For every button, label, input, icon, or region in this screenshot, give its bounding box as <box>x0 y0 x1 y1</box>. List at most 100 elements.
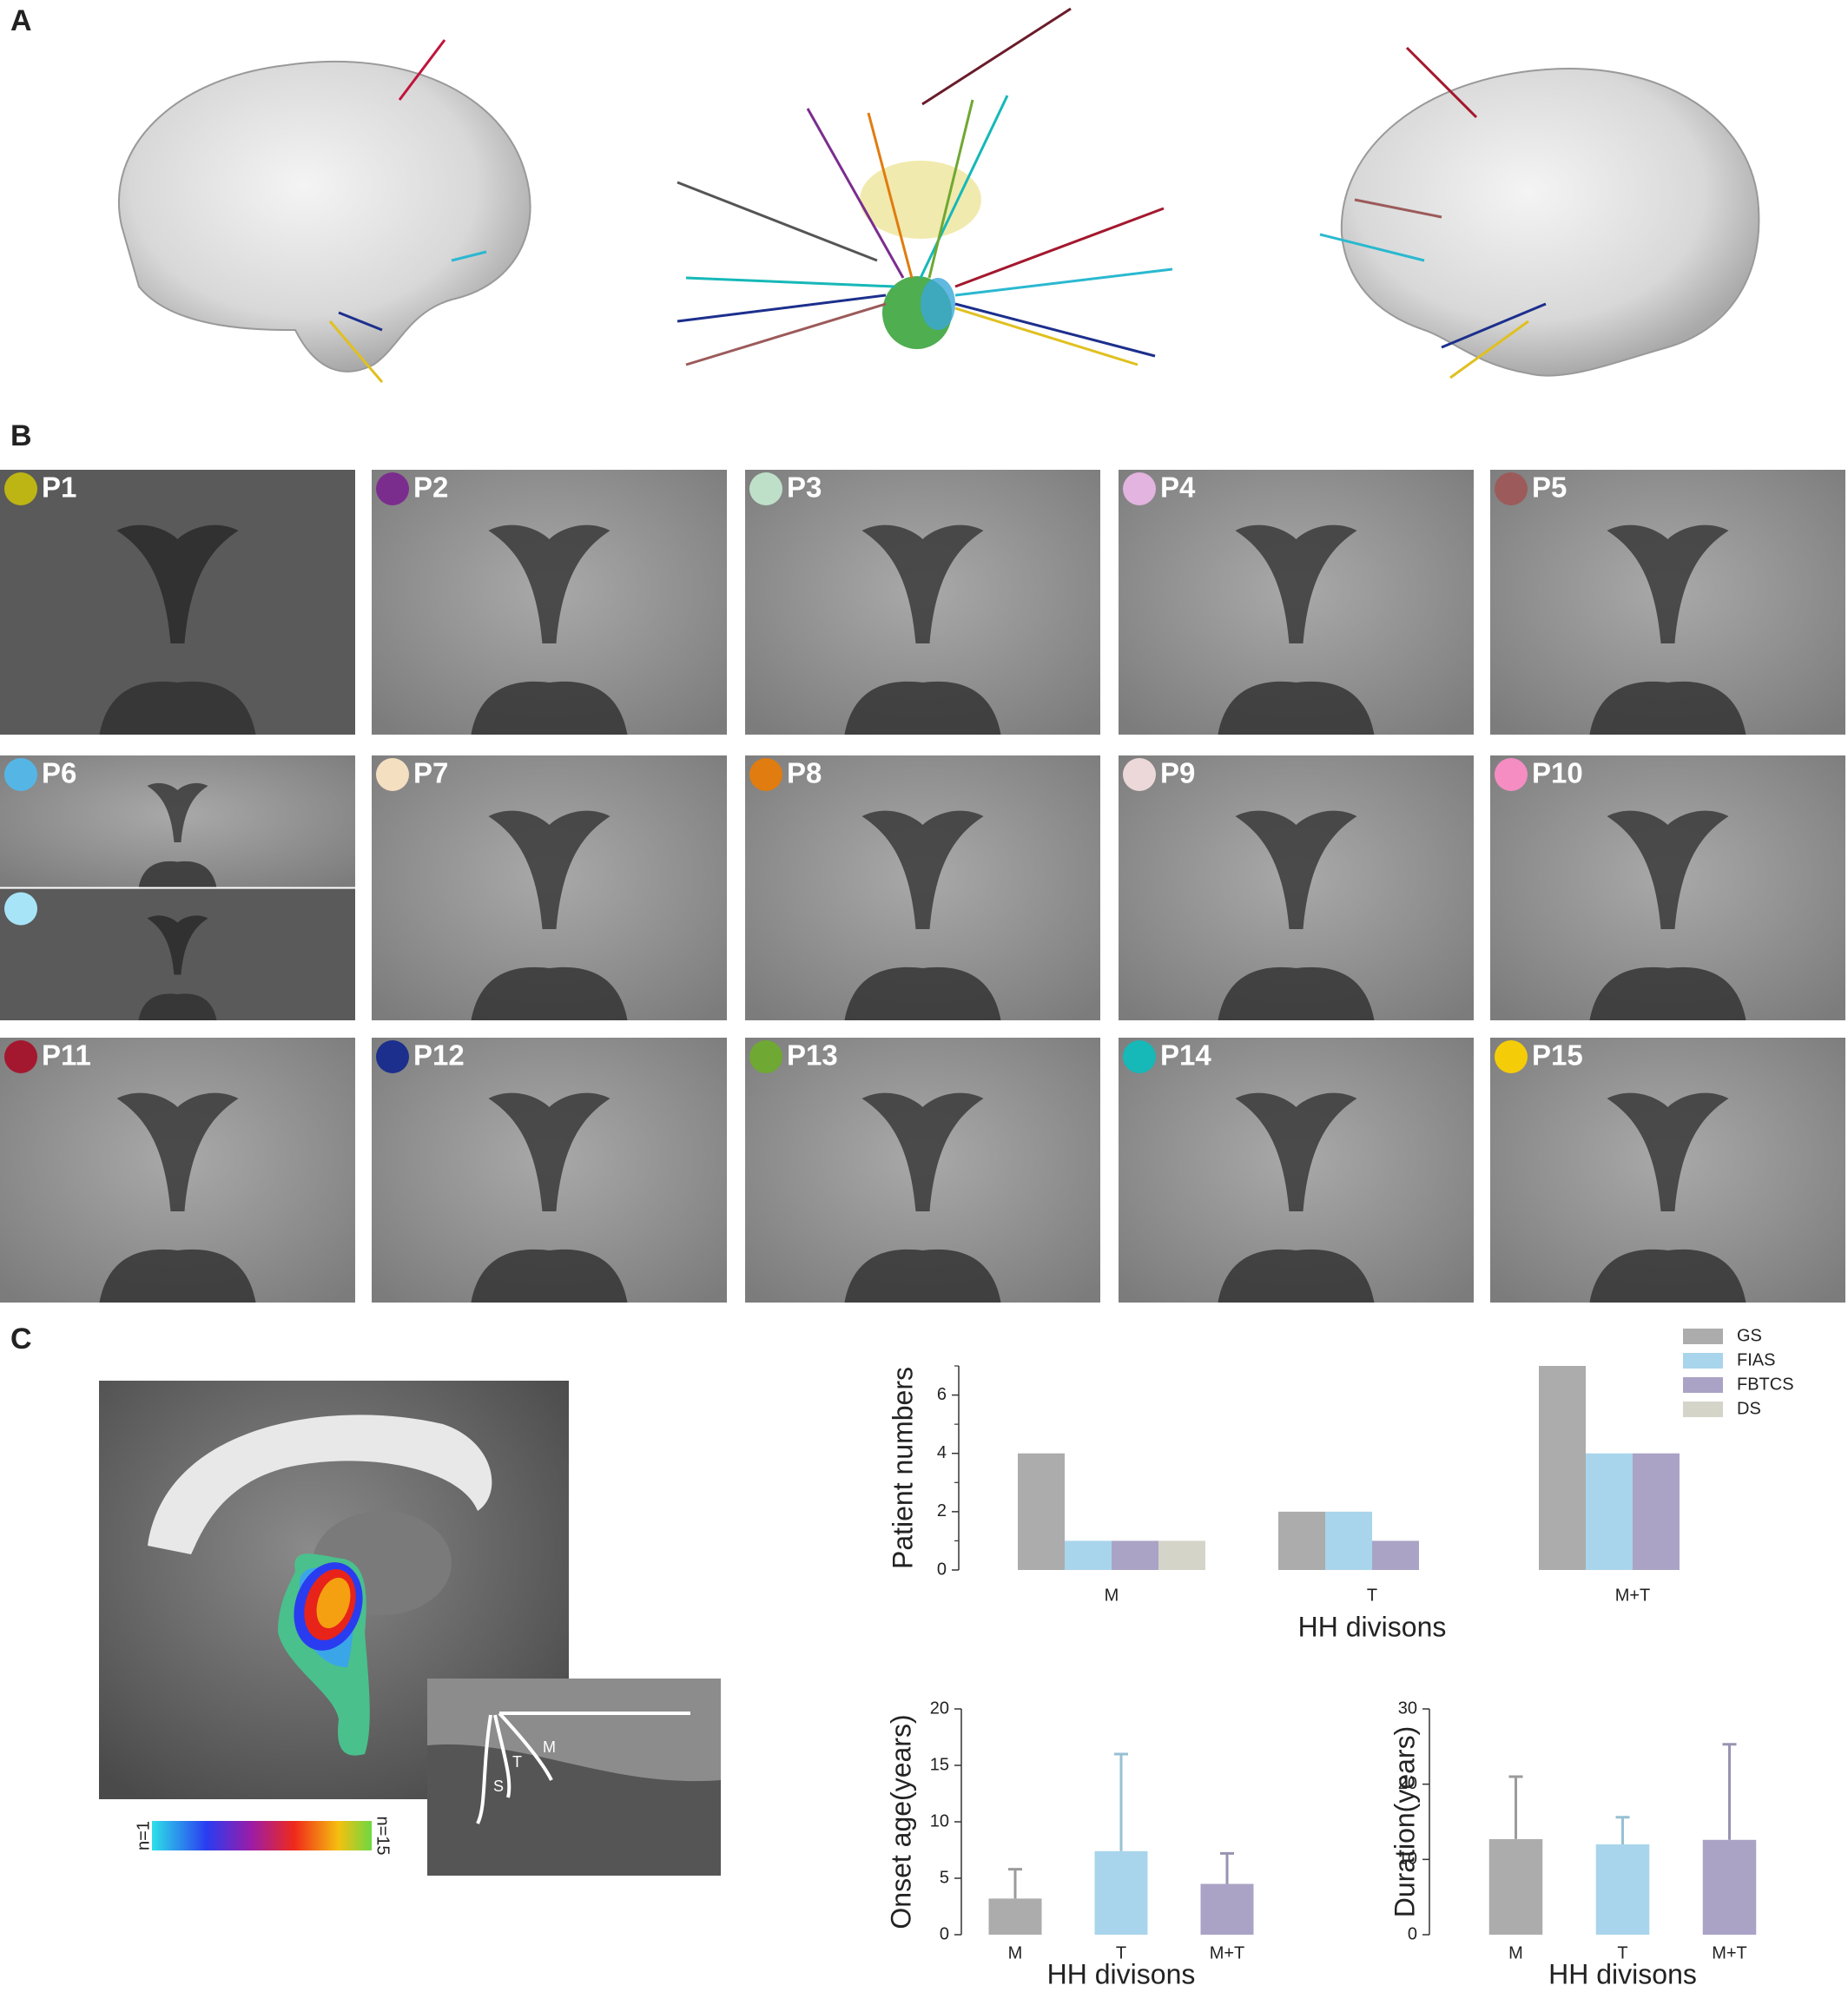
inset-image <box>427 1679 721 1876</box>
bar <box>1158 1540 1205 1570</box>
brain-right <box>1319 46 1760 379</box>
legend-label: FIAS <box>1737 1350 1775 1369</box>
bar <box>1325 1511 1372 1570</box>
x-axis-label: HH divisons <box>1047 1958 1196 1989</box>
patient-label: P6 <box>42 757 76 789</box>
x-tick-label: M+T <box>1615 1586 1651 1605</box>
patient-dot <box>749 758 782 791</box>
y-tick-label: 15 <box>930 1755 949 1774</box>
cistern <box>138 861 217 888</box>
x-axis-label: HH divisons <box>1298 1611 1447 1642</box>
ventricle <box>116 524 239 643</box>
ventricle <box>1607 810 1729 929</box>
patient-label: P13 <box>787 1039 838 1072</box>
bar <box>1278 1511 1325 1570</box>
bar <box>988 1898 1042 1935</box>
legend-swatch <box>1683 1329 1723 1344</box>
patient-label: P14 <box>1160 1039 1211 1072</box>
x-tick-label: T <box>1116 1943 1126 1962</box>
patient-label: P15 <box>1532 1039 1583 1072</box>
x-tick-label: T <box>1617 1943 1627 1962</box>
cistern <box>471 681 628 735</box>
colorbar-label: n=1 <box>134 1821 153 1850</box>
patient-label: P4 <box>1160 472 1196 504</box>
inset-label: T <box>512 1753 522 1771</box>
cistern <box>1218 966 1375 1020</box>
y-tick-label: 2 <box>937 1501 947 1520</box>
panel-label: C <box>10 1323 32 1355</box>
x-axis-label: HH divisons <box>1548 1958 1697 1989</box>
bar <box>1702 1839 1757 1935</box>
cistern <box>1589 1249 1746 1303</box>
brain-center <box>676 7 1173 366</box>
ventricle <box>861 1092 984 1211</box>
error-bar <box>1008 1868 1022 1899</box>
sagittal-image <box>99 1381 569 1799</box>
legend-swatch <box>1683 1353 1723 1369</box>
patient-label: P11 <box>42 1039 91 1072</box>
bar <box>1018 1453 1065 1570</box>
error-bar <box>1615 1816 1630 1844</box>
ventricle <box>861 810 984 929</box>
y-tick-label: 10 <box>1398 1850 1417 1869</box>
inset-label: M <box>543 1738 556 1756</box>
colorbar-label: n=15 <box>373 1816 393 1855</box>
legend-label: GS <box>1737 1326 1762 1345</box>
patient-dot <box>4 1040 37 1073</box>
legend-label: DS <box>1737 1399 1761 1418</box>
y-tick-label: 6 <box>937 1385 947 1404</box>
patient-dot <box>376 758 409 791</box>
y-tick-label: 20 <box>930 1698 949 1718</box>
ventricle <box>147 782 208 842</box>
x-tick-label: M+T <box>1712 1943 1747 1962</box>
inset-label: S <box>493 1778 504 1795</box>
patient-dot <box>749 472 782 505</box>
bar <box>1065 1540 1112 1570</box>
error-bar <box>1722 1743 1737 1840</box>
ventricle <box>1235 810 1357 929</box>
ventricle <box>1235 1092 1357 1211</box>
bar <box>1200 1883 1254 1935</box>
ventricle <box>861 524 984 643</box>
bar <box>1595 1844 1650 1935</box>
patient-dot <box>1123 1040 1156 1073</box>
cistern <box>1589 966 1746 1020</box>
charts: 0 2 4 6 Patient numbers HH divisons M T M+T GS FIA… <box>885 1326 1793 1989</box>
patient-label: P8 <box>787 757 822 789</box>
bar <box>1586 1453 1633 1570</box>
bar <box>1094 1850 1148 1935</box>
ventricle <box>116 1092 239 1211</box>
y-tick-label: 10 <box>930 1811 949 1830</box>
cistern <box>1218 681 1375 735</box>
patient-dot <box>749 1040 782 1073</box>
x-tick-label: M <box>1508 1943 1523 1962</box>
cistern <box>844 966 1001 1020</box>
x-tick-label: M <box>1105 1586 1119 1605</box>
cistern <box>471 1249 628 1303</box>
error-bar <box>1114 1752 1128 1851</box>
ventricle <box>488 524 610 643</box>
patient-dot <box>4 892 37 926</box>
patient-dot <box>376 1040 409 1073</box>
legend-swatch <box>1683 1402 1723 1417</box>
cistern <box>844 681 1001 735</box>
x-tick-label: M+T <box>1210 1943 1245 1962</box>
cistern <box>99 1249 256 1303</box>
patient-label: P1 <box>42 472 76 504</box>
panel-label: A <box>10 4 32 37</box>
colorbar <box>152 1821 372 1850</box>
patient-dot <box>1495 472 1528 505</box>
ventricle <box>488 810 610 929</box>
cistern <box>471 966 628 1020</box>
patient-dot <box>4 758 37 791</box>
patient-label: P10 <box>1532 757 1583 789</box>
y-axis-label: Patient numbers <box>887 1367 918 1569</box>
cistern <box>99 681 256 735</box>
cistern <box>1589 681 1746 735</box>
legend-swatch <box>1683 1377 1723 1393</box>
patient-dot <box>1123 472 1156 505</box>
bar <box>1488 1838 1543 1935</box>
patient-dot <box>1123 758 1156 791</box>
patient-label: P12 <box>413 1039 465 1072</box>
mri-grid: P1 P2 P3 P4 P5 P6 P7 P8 P9 P10 P11 P12 P13 P14 P15 <box>0 470 1845 1303</box>
